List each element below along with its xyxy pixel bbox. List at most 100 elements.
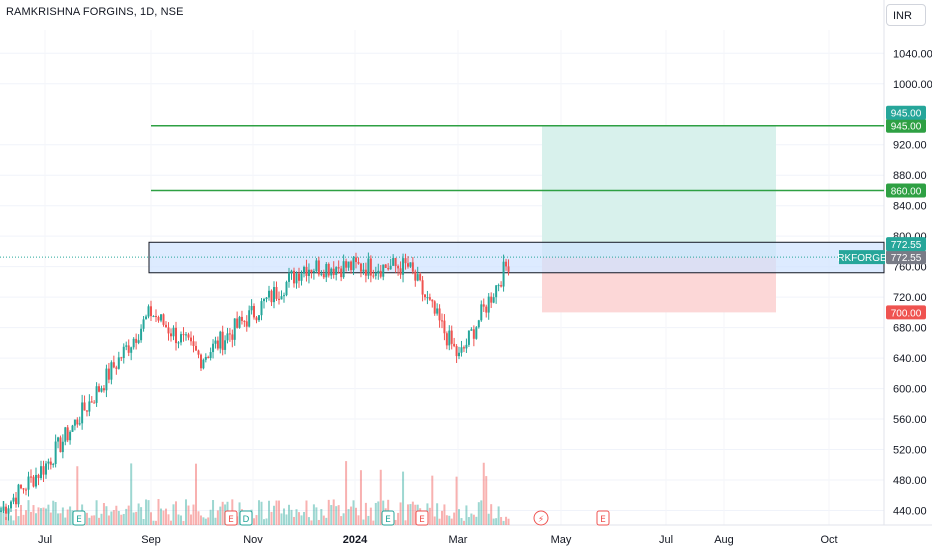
y-tick-label: 1000.00 bbox=[893, 79, 932, 91]
candle-body bbox=[238, 316, 241, 328]
candle-body bbox=[424, 294, 426, 298]
candle-body bbox=[480, 304, 483, 321]
price-label-box bbox=[886, 183, 926, 198]
earnings-event-marker[interactable] bbox=[224, 510, 238, 526]
candle-body bbox=[57, 437, 60, 442]
candle-body bbox=[317, 260, 320, 275]
candle-body bbox=[200, 354, 202, 369]
volume-bar bbox=[216, 510, 219, 525]
volume-bar bbox=[263, 519, 265, 525]
candle-body bbox=[278, 298, 280, 300]
candle-body bbox=[248, 310, 251, 327]
volume-bar bbox=[507, 518, 510, 525]
candle-body bbox=[25, 489, 27, 491]
volume-bar bbox=[147, 500, 150, 525]
volume-bar bbox=[95, 500, 98, 525]
volume-bar bbox=[135, 511, 138, 525]
split-event-marker[interactable] bbox=[533, 510, 549, 526]
volume-bar bbox=[260, 501, 263, 525]
volume-bar bbox=[500, 517, 503, 525]
volume-bar bbox=[52, 500, 55, 525]
candle-body bbox=[49, 461, 52, 465]
earnings-event-marker[interactable] bbox=[596, 510, 610, 526]
candle-body bbox=[155, 315, 157, 318]
volume-bar bbox=[497, 506, 500, 525]
candle-body bbox=[428, 297, 431, 300]
candle-body bbox=[182, 334, 185, 336]
candle-body bbox=[273, 287, 275, 303]
candle-body bbox=[197, 350, 200, 355]
earnings-event-marker[interactable] bbox=[72, 510, 86, 526]
candle-body bbox=[0, 510, 2, 512]
volume-bar bbox=[137, 503, 140, 525]
candle-body bbox=[260, 301, 263, 316]
y-tick-label: 880.00 bbox=[893, 170, 927, 182]
candle-body bbox=[15, 497, 17, 505]
candle-body bbox=[175, 327, 177, 344]
volume-bar bbox=[445, 515, 448, 525]
volume-bar bbox=[61, 507, 64, 525]
volume-bar bbox=[157, 499, 160, 525]
earnings-event-marker[interactable] bbox=[381, 510, 395, 526]
volume-bar bbox=[57, 513, 60, 525]
candle-body bbox=[157, 317, 160, 321]
candle-body bbox=[2, 506, 5, 511]
volume-bar bbox=[0, 506, 2, 525]
event-marker-label: D bbox=[243, 515, 250, 525]
volume-bar bbox=[303, 511, 305, 525]
volume-bar bbox=[372, 520, 375, 525]
earnings-event-marker[interactable] bbox=[415, 510, 429, 526]
currency-selector[interactable]: INR bbox=[886, 4, 926, 26]
candle-body bbox=[443, 320, 446, 334]
candle-body bbox=[340, 268, 343, 278]
dividend-event-marker[interactable] bbox=[239, 510, 253, 526]
volume-bar bbox=[402, 471, 405, 525]
volume-bar bbox=[369, 507, 372, 525]
volume-bar bbox=[312, 504, 315, 525]
candle-body bbox=[290, 270, 293, 274]
candle-body bbox=[40, 466, 42, 479]
volume-bar bbox=[273, 505, 275, 525]
volume-bar bbox=[195, 463, 197, 525]
volume-bar bbox=[165, 508, 167, 525]
volume-bar bbox=[290, 509, 293, 525]
candle-body bbox=[458, 352, 460, 357]
candle-body bbox=[367, 258, 370, 276]
candle-body bbox=[392, 257, 395, 266]
y-tick-label: 680.00 bbox=[893, 323, 927, 335]
volume-bar bbox=[12, 520, 15, 525]
volume-bar bbox=[433, 516, 436, 525]
profit-zone bbox=[542, 125, 776, 258]
volume-bar bbox=[152, 520, 155, 525]
candle-body bbox=[145, 316, 148, 320]
candle-body bbox=[394, 257, 397, 267]
candle-body bbox=[258, 315, 260, 321]
candle-body bbox=[347, 261, 350, 268]
volume-bar bbox=[394, 519, 397, 525]
ticker-label: RKFORGE bbox=[837, 253, 887, 264]
volume-bar bbox=[192, 504, 195, 525]
candle-body bbox=[102, 388, 105, 391]
candle-body bbox=[243, 320, 246, 322]
price-label: 772.55 bbox=[891, 240, 922, 251]
volume-bar bbox=[172, 504, 175, 525]
y-tick-label: 640.00 bbox=[893, 353, 927, 365]
event-marker-label: E bbox=[600, 515, 606, 525]
volume-bar bbox=[120, 514, 123, 525]
candle-body bbox=[280, 296, 283, 300]
candle-body bbox=[382, 264, 385, 277]
candle-body bbox=[330, 268, 333, 276]
candle-body bbox=[35, 474, 37, 487]
volume-bar bbox=[490, 504, 493, 525]
volume-bar bbox=[214, 517, 217, 525]
event-marker-label: E bbox=[76, 515, 82, 525]
candle-body bbox=[147, 306, 150, 317]
volume-bar bbox=[255, 515, 258, 525]
candle-body bbox=[352, 257, 355, 271]
y-tick-label: 440.00 bbox=[893, 506, 927, 518]
candle-body bbox=[433, 301, 436, 314]
candle-body bbox=[127, 345, 130, 353]
volume-bar bbox=[310, 520, 313, 525]
candle-body bbox=[47, 461, 50, 464]
